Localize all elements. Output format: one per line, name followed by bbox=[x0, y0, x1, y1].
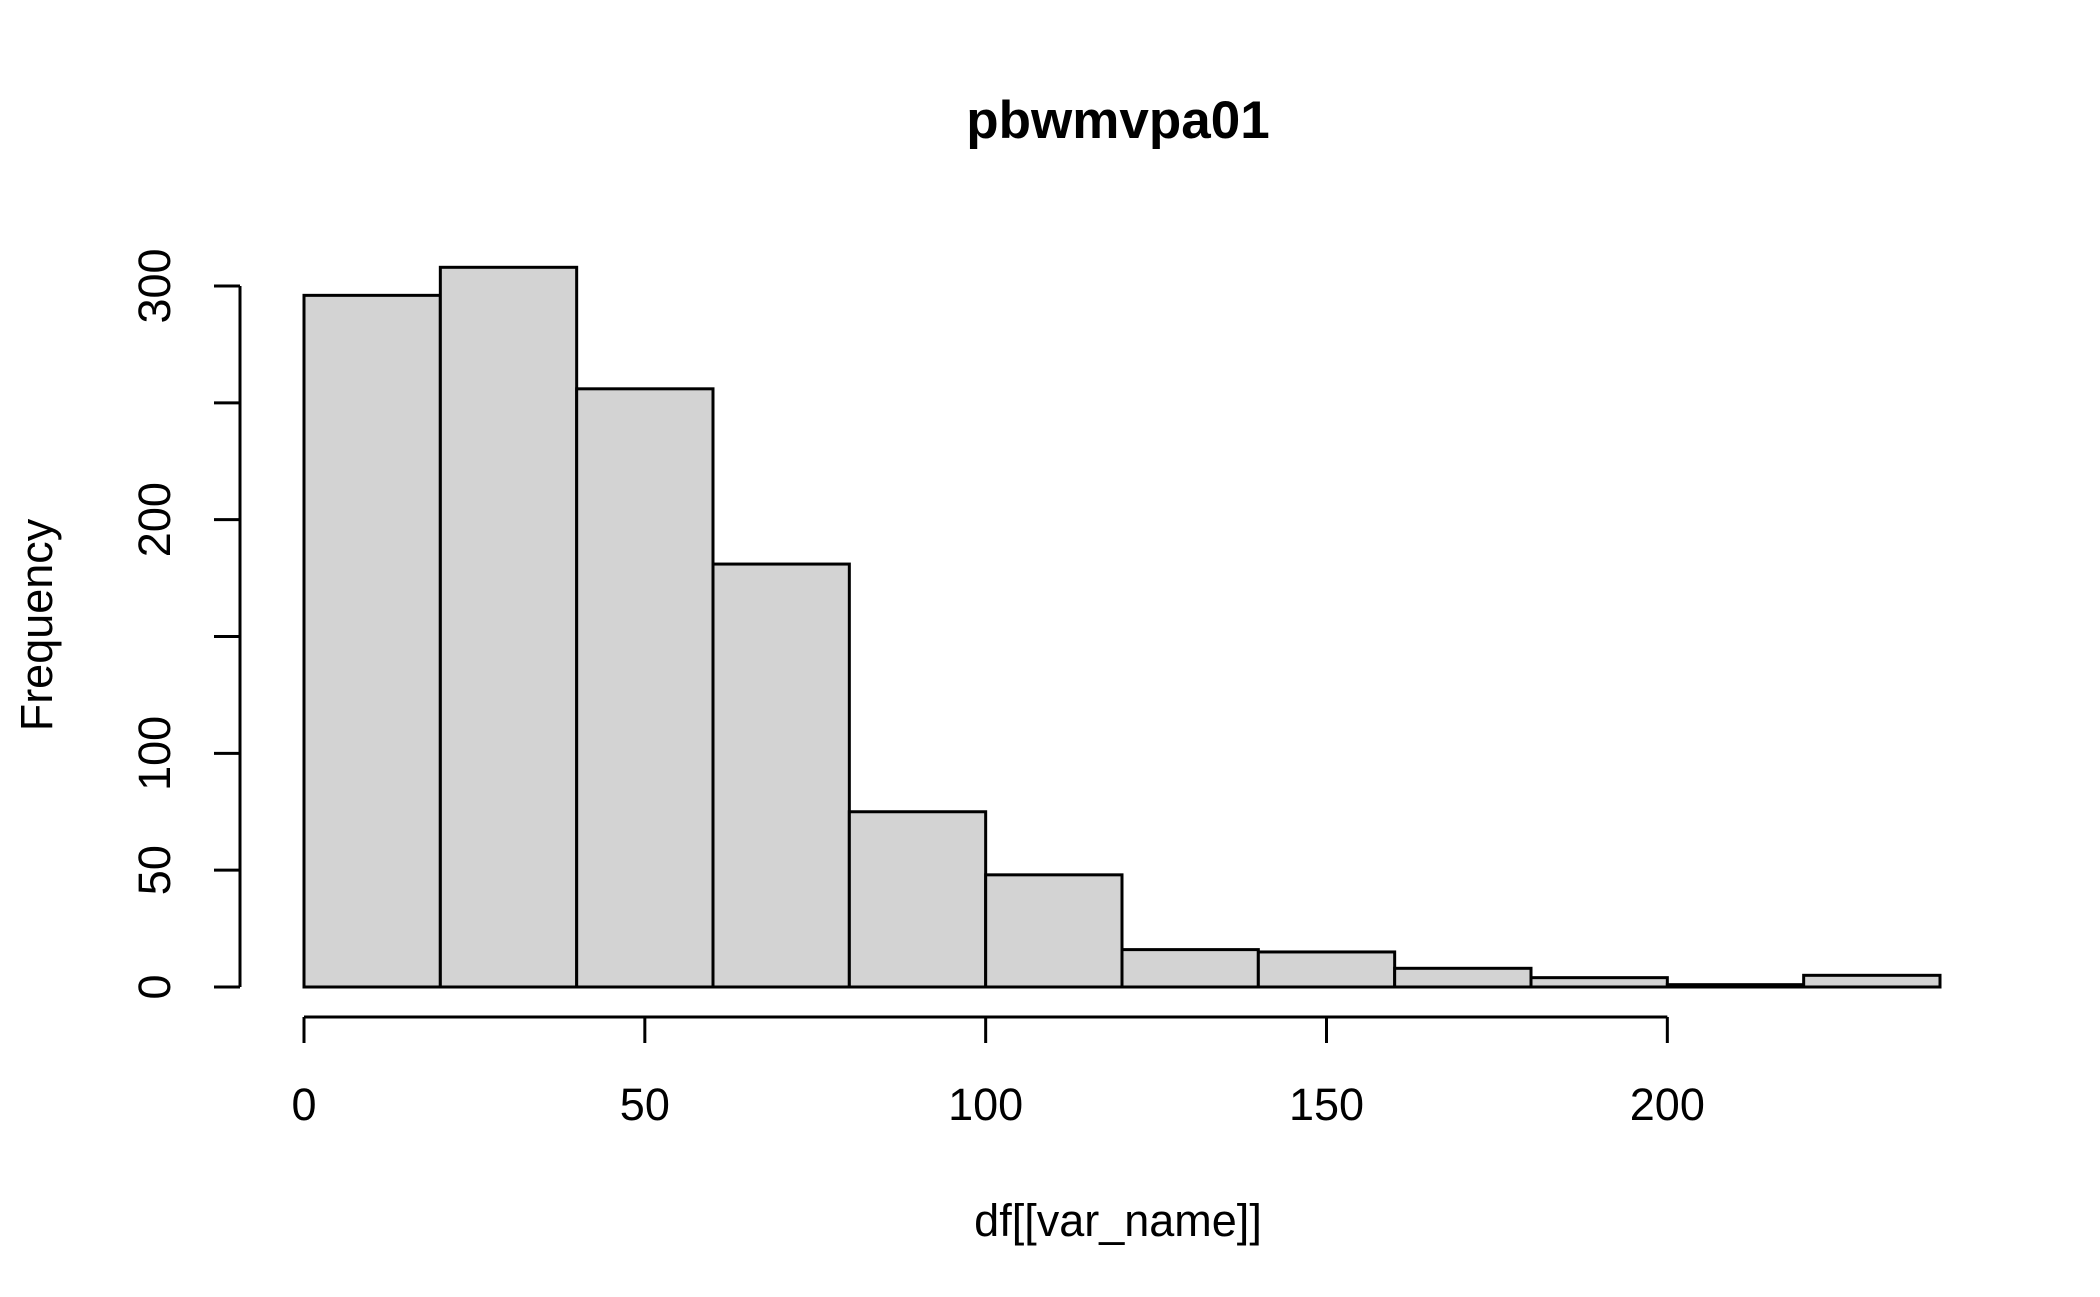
histogram-bar bbox=[1802, 973, 1942, 989]
histogram-bar bbox=[1665, 983, 1806, 989]
histogram-bar bbox=[1529, 976, 1669, 989]
y-tick-label: 200 bbox=[129, 482, 180, 557]
y-axis-label: Frequency bbox=[11, 518, 62, 731]
y-tick-label: 0 bbox=[129, 974, 180, 999]
histogram-bar bbox=[711, 562, 851, 989]
x-axis: 0 50 100 150 200 bbox=[291, 1015, 1705, 1130]
y-tick-label: 300 bbox=[129, 248, 180, 323]
histogram-bar bbox=[575, 387, 715, 989]
x-tick-label: 150 bbox=[1289, 1079, 1364, 1130]
histogram-bar bbox=[302, 293, 442, 989]
histogram-bar bbox=[1256, 950, 1397, 989]
histogram-bar bbox=[984, 873, 1124, 989]
y-tick-label: 50 bbox=[129, 845, 180, 895]
histogram-bar bbox=[1393, 966, 1533, 989]
histogram-bar bbox=[1120, 948, 1260, 989]
x-tick-label: 50 bbox=[620, 1079, 670, 1130]
y-axis: 0 50 100 200 300 bbox=[129, 248, 242, 1000]
x-axis-label: df[[var_name]] bbox=[974, 1195, 1262, 1246]
x-tick-label: 0 bbox=[291, 1079, 316, 1130]
y-tick-label: 100 bbox=[129, 716, 180, 791]
histogram-bar bbox=[438, 265, 579, 989]
histogram-bar bbox=[847, 810, 988, 989]
x-tick-label: 100 bbox=[948, 1079, 1023, 1130]
x-tick-label: 200 bbox=[1630, 1079, 1705, 1130]
chart-title: pbwmvpa01 bbox=[966, 91, 1269, 150]
bars-group bbox=[302, 265, 1942, 989]
